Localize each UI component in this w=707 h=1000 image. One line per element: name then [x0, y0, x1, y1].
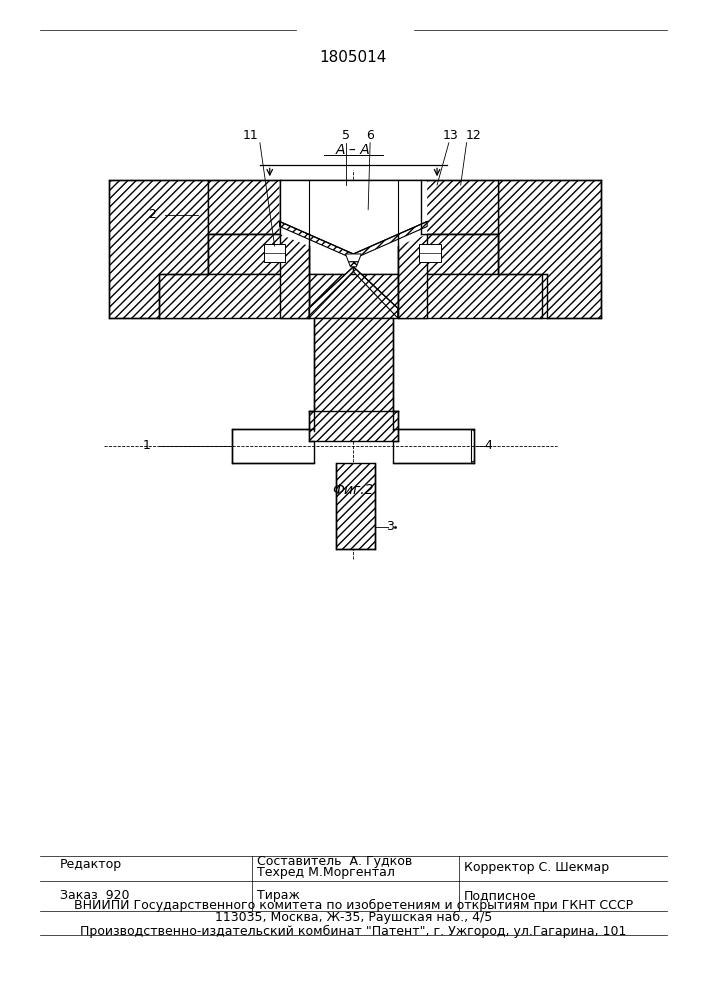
Bar [397, 274, 542, 318]
Text: Тираж: Тираж [257, 889, 300, 902]
Text: Подписное: Подписное [464, 889, 536, 902]
Bar [419, 244, 441, 262]
Bar [279, 234, 309, 318]
Bar [110, 180, 208, 318]
Text: 5: 5 [341, 129, 349, 142]
Polygon shape [309, 267, 354, 318]
Polygon shape [397, 180, 427, 246]
Bar [208, 180, 279, 234]
Bar [309, 274, 397, 318]
Bar [421, 180, 498, 234]
Polygon shape [279, 180, 309, 246]
Bar [309, 180, 397, 246]
Polygon shape [354, 221, 427, 259]
Bar [309, 234, 397, 274]
Text: 6: 6 [366, 129, 374, 142]
Text: 113035, Москва, Ж-35, Раушская наб., 4/5: 113035, Москва, Ж-35, Раушская наб., 4/5 [215, 911, 492, 924]
Text: 1: 1 [143, 439, 151, 452]
Bar [397, 234, 498, 274]
Bar [397, 234, 427, 318]
Text: А – А: А – А [336, 143, 370, 157]
Bar [264, 244, 286, 262]
Text: 3: 3 [386, 520, 394, 533]
Text: 12: 12 [466, 129, 481, 142]
Text: 4: 4 [484, 439, 492, 452]
Bar [208, 234, 309, 274]
Bar [498, 180, 602, 318]
Text: 2: 2 [148, 208, 156, 221]
Polygon shape [354, 267, 397, 318]
Text: Техред М.Моргентал: Техред М.Моргентал [257, 866, 395, 879]
Bar [336, 463, 375, 549]
Bar [309, 411, 397, 441]
Polygon shape [346, 254, 361, 262]
Text: 1805014: 1805014 [320, 50, 387, 65]
Text: ВНИИПИ Государственного комитета по изобретениям и открытиям при ГКНТ СССР: ВНИИПИ Государственного комитета по изоб… [74, 899, 633, 912]
Text: Производственно-издательский комбинат "Патент", г. Ужгород, ул.Гагарина, 101: Производственно-издательский комбинат "П… [80, 925, 626, 938]
Polygon shape [472, 429, 474, 463]
Text: Заказ  920: Заказ 920 [60, 889, 129, 902]
Polygon shape [349, 262, 358, 267]
Text: Корректор С. Шекмар: Корректор С. Шекмар [464, 861, 609, 874]
Text: Составитель  А. Гудков: Составитель А. Гудков [257, 855, 412, 868]
Bar [393, 429, 474, 463]
Polygon shape [279, 221, 354, 259]
Text: Редактор: Редактор [60, 858, 122, 871]
Bar [233, 429, 314, 463]
Bar [279, 180, 421, 234]
Text: Фиг.2: Фиг.2 [332, 483, 374, 497]
Text: 11: 11 [243, 129, 258, 142]
Text: 13: 13 [443, 129, 459, 142]
Bar [314, 318, 393, 431]
Bar [158, 274, 309, 318]
